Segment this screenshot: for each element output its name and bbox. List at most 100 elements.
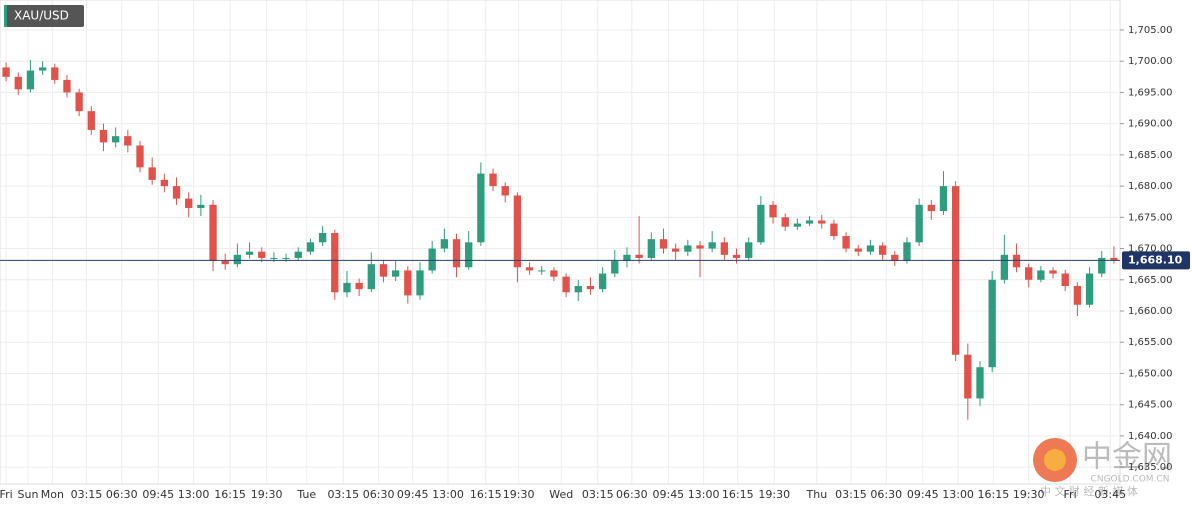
candle-body: [452, 239, 461, 268]
watermark-logo-inner: [1044, 449, 1066, 471]
x-tick-label: 06:30: [870, 488, 902, 501]
candle-body: [696, 245, 704, 249]
candle-body: [757, 204, 765, 243]
candle-body: [1012, 254, 1021, 268]
candle-body: [1037, 270, 1045, 280]
x-tick-label: Fri: [1064, 488, 1077, 501]
candle-body: [1025, 267, 1033, 280]
x-tick-label: 19:30: [503, 488, 535, 501]
x-tick-label: 03:15: [327, 488, 359, 501]
y-tick-label: 1,680.00: [1128, 181, 1173, 192]
candle-body: [562, 276, 570, 293]
candle-body: [1049, 270, 1057, 274]
x-tick-label: 03:15: [582, 488, 614, 501]
y-tick-label: 1,665.00: [1128, 275, 1173, 286]
x-tick-label: 03:15: [835, 488, 867, 501]
symbol-box: [4, 5, 84, 27]
candle-body: [830, 223, 838, 237]
candle-body: [51, 67, 59, 80]
plot-area: [0, 0, 1121, 485]
watermark-slogan: 中 文 财 经 新 媒 体: [1040, 484, 1138, 498]
y-tick-label: 1,690.00: [1128, 119, 1173, 130]
candle-body: [221, 261, 229, 265]
candle-body: [1110, 257, 1118, 261]
candle-body: [598, 273, 607, 290]
y-tick-label: 1,670.00: [1128, 244, 1173, 255]
y-tick-label: 1,675.00: [1128, 212, 1173, 223]
candle-body: [1061, 273, 1069, 287]
candle-body: [708, 242, 716, 249]
y-tick-label: 1,635.00: [1128, 462, 1173, 473]
candle-body: [891, 254, 899, 262]
last-price-box: [1122, 251, 1190, 270]
y-tick-label: 1,660.00: [1128, 306, 1173, 317]
candle-body: [988, 279, 996, 368]
candle-body: [781, 217, 789, 227]
candle-body: [769, 204, 777, 218]
x-tick-label: Thu: [806, 488, 828, 501]
candle-body: [2, 67, 10, 77]
candle-body: [404, 270, 412, 296]
candle-body: [1073, 286, 1082, 305]
candle-body: [416, 270, 424, 296]
candle-body: [270, 257, 278, 259]
candle-body: [26, 70, 35, 90]
candle-body: [318, 232, 327, 243]
x-tick-label: 13:00: [942, 488, 974, 501]
x-tick-label: 13:00: [178, 488, 210, 501]
candle-body: [379, 264, 388, 277]
candle-body: [854, 248, 862, 252]
candle-body: [745, 242, 753, 258]
candle-body: [124, 136, 132, 146]
x-tick-label: Fri: [0, 488, 13, 501]
candle-body: [87, 111, 95, 130]
candle-body: [38, 67, 47, 71]
candle-body: [866, 245, 875, 252]
x-tick-label: 19:30: [251, 488, 283, 501]
candle-body: [818, 220, 826, 224]
x-tick-label: 09:45: [652, 488, 684, 501]
candle-body: [525, 267, 534, 271]
x-tick-label: 16:15: [214, 488, 246, 501]
x-tick-label: 13:00: [432, 488, 464, 501]
candle-body: [952, 186, 960, 355]
candle-body: [501, 186, 509, 196]
symbol-label: XAU/USD: [14, 9, 69, 23]
candle-body: [245, 251, 254, 255]
candle-body: [148, 167, 156, 180]
candle-body: [878, 245, 887, 255]
candle-body: [465, 242, 473, 268]
x-tick-label: Wed: [549, 488, 573, 501]
candle-body: [477, 173, 485, 243]
candle-body: [538, 270, 546, 272]
x-tick-label: Sun: [18, 488, 39, 501]
candle-body: [392, 270, 400, 277]
candle-body: [1098, 257, 1106, 274]
x-tick-label: 09:45: [142, 488, 174, 501]
y-tick-label: 1,645.00: [1128, 400, 1173, 411]
candle-body: [586, 286, 595, 290]
candle-body: [1085, 273, 1094, 305]
x-tick-label: 16:15: [722, 488, 754, 501]
x-tick-label: 19:30: [1013, 488, 1045, 501]
candle-body: [160, 179, 168, 187]
y-tick-label: 1,700.00: [1128, 56, 1173, 67]
x-tick-label: 13:00: [688, 488, 720, 501]
y-tick-label: 1,685.00: [1128, 150, 1173, 161]
candle-body: [915, 204, 923, 243]
candle-body: [14, 76, 22, 90]
candle-body: [63, 79, 71, 93]
candle-body: [927, 204, 935, 212]
watermark-domain: CNGOLD.COM.CN: [1091, 475, 1170, 485]
candle-body: [513, 195, 522, 268]
y-tick-label: 1,650.00: [1128, 368, 1173, 379]
candle-body: [258, 251, 266, 258]
x-tick-label: 03:45: [1094, 488, 1126, 501]
y-tick-label: 1,705.00: [1128, 25, 1173, 36]
candle-body: [976, 367, 984, 399]
y-tick-label: 1,695.00: [1128, 87, 1173, 98]
candle-body: [550, 270, 558, 277]
x-tick-label: 09:45: [907, 488, 939, 501]
candle-body: [306, 242, 315, 252]
